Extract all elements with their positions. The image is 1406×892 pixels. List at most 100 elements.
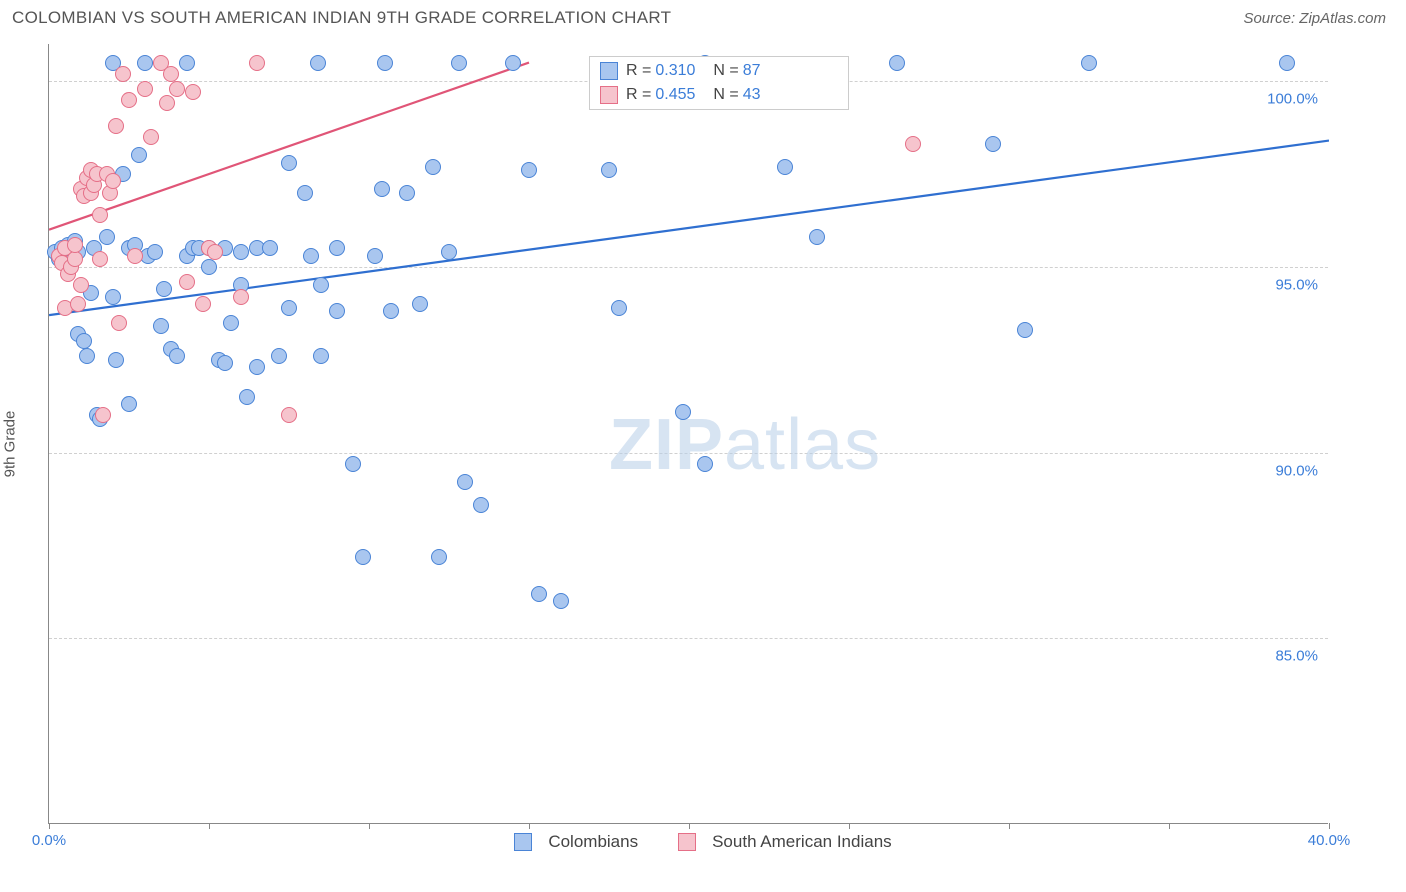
scatter-point (195, 296, 211, 312)
scatter-point (281, 407, 297, 423)
scatter-point (329, 303, 345, 319)
scatter-point (137, 81, 153, 97)
scatter-point (473, 497, 489, 513)
scatter-point (809, 229, 825, 245)
scatter-point (169, 348, 185, 364)
scatter-point (108, 352, 124, 368)
scatter-point (383, 303, 399, 319)
legend-swatch (678, 833, 696, 851)
scatter-point (431, 549, 447, 565)
scatter-point (355, 549, 371, 565)
x-tick (209, 823, 210, 829)
stat-r-value: 0.310 (655, 59, 695, 83)
stat-n-value: 43 (743, 83, 761, 107)
stat-n-label: N = (713, 59, 738, 83)
chart-title: COLOMBIAN VS SOUTH AMERICAN INDIAN 9TH G… (12, 8, 671, 28)
scatter-point (425, 159, 441, 175)
scatter-point (1279, 55, 1295, 71)
scatter-point (985, 136, 1001, 152)
source-attribution: Source: ZipAtlas.com (1243, 10, 1386, 27)
scatter-point (143, 129, 159, 145)
scatter-point (179, 274, 195, 290)
scatter-point (147, 244, 163, 260)
scatter-point (531, 586, 547, 602)
scatter-point (249, 359, 265, 375)
scatter-point (777, 159, 793, 175)
scatter-point (457, 474, 473, 490)
y-axis-label: 9th Grade (2, 411, 19, 478)
scatter-point (399, 185, 415, 201)
x-tick (849, 823, 850, 829)
x-tick (49, 823, 50, 829)
scatter-point (79, 348, 95, 364)
scatter-point (697, 456, 713, 472)
scatter-point (223, 315, 239, 331)
stat-r-label: R = (626, 83, 651, 107)
scatter-point (505, 55, 521, 71)
scatter-point (521, 162, 537, 178)
scatter-point (121, 92, 137, 108)
scatter-point (137, 55, 153, 71)
stats-row: R = 0.455 N = 43 (590, 83, 848, 107)
scatter-point (249, 55, 265, 71)
scatter-point (121, 396, 137, 412)
scatter-point (1017, 322, 1033, 338)
scatter-point (345, 456, 361, 472)
correlation-stats-box: R = 0.310N = 87R = 0.455N = 43 (589, 56, 849, 110)
scatter-point (76, 333, 92, 349)
scatter-point (611, 300, 627, 316)
scatter-point (163, 66, 179, 82)
scatter-point (374, 181, 390, 197)
gridline (49, 638, 1328, 639)
chart-legend: Colombians South American Indians (0, 832, 1406, 852)
stats-row: R = 0.310N = 87 (590, 59, 848, 83)
scatter-point (67, 251, 83, 267)
scatter-point (262, 240, 278, 256)
y-tick-label: 90.0% (1275, 462, 1318, 479)
trendlines-svg (49, 44, 1329, 824)
scatter-point (92, 251, 108, 267)
scatter-point (281, 300, 297, 316)
scatter-point (207, 244, 223, 260)
y-tick-label: 100.0% (1267, 91, 1318, 108)
scatter-point (601, 162, 617, 178)
scatter-point (313, 348, 329, 364)
scatter-point (905, 136, 921, 152)
scatter-point (412, 296, 428, 312)
x-tick (1329, 823, 1330, 829)
scatter-point (313, 277, 329, 293)
x-tick (369, 823, 370, 829)
scatter-point (105, 173, 121, 189)
scatter-point (179, 55, 195, 71)
scatter-point (115, 66, 131, 82)
scatter-point (67, 237, 83, 253)
scatter-point (239, 389, 255, 405)
legend-item: Colombians (514, 832, 638, 852)
scatter-point (156, 281, 172, 297)
scatter-point (377, 55, 393, 71)
x-tick (529, 823, 530, 829)
scatter-point (131, 147, 147, 163)
scatter-point (73, 277, 89, 293)
stat-r-value: 0.455 (655, 83, 695, 107)
legend-item: South American Indians (678, 832, 892, 852)
scatter-point (553, 593, 569, 609)
scatter-point (217, 355, 233, 371)
x-tick (1009, 823, 1010, 829)
scatter-point (889, 55, 905, 71)
y-tick-label: 85.0% (1275, 648, 1318, 665)
chart-area: 9th Grade 85.0%90.0%95.0%100.0%0.0%40.0%… (0, 34, 1406, 854)
scatter-point (367, 248, 383, 264)
scatter-point (201, 259, 217, 275)
scatter-point (99, 229, 115, 245)
x-tick (689, 823, 690, 829)
scatter-point (1081, 55, 1097, 71)
scatter-point (451, 55, 467, 71)
scatter-point (303, 248, 319, 264)
scatter-point (329, 240, 345, 256)
stat-n-label: N = (713, 83, 738, 107)
scatter-point (233, 244, 249, 260)
scatter-point (111, 315, 127, 331)
y-tick-label: 95.0% (1275, 276, 1318, 293)
gridline (49, 267, 1328, 268)
